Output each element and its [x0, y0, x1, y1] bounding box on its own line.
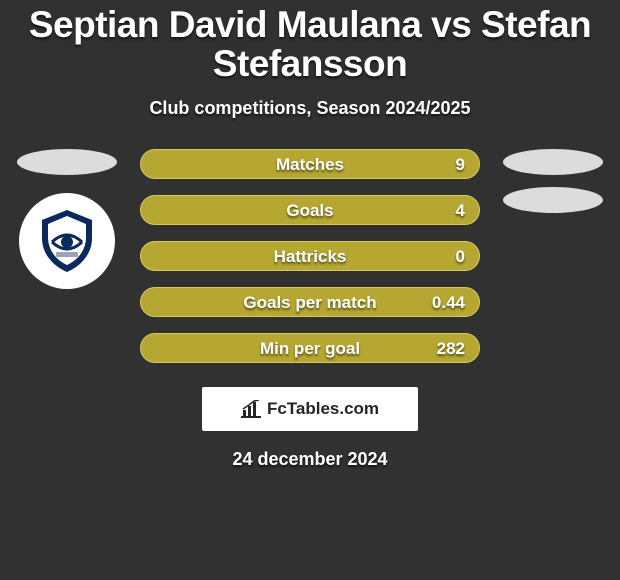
- stat-bar-value: 4: [456, 196, 465, 226]
- stat-bar-label: Goals: [286, 201, 333, 220]
- club-badge-icon: [30, 204, 104, 278]
- left-player-column: [12, 149, 122, 289]
- stat-bar-label: Matches: [276, 155, 344, 174]
- stat-bar: Hattricks 0: [140, 241, 480, 271]
- brand-footer: FcTables.com: [202, 387, 418, 431]
- club-badge: [19, 193, 115, 289]
- subtitle: Club competitions, Season 2024/2025: [0, 98, 620, 119]
- comparison-main: Matches 9 Goals 4 Hattricks 0 Goals per match 0…: [0, 149, 620, 363]
- stat-bar-label: Hattricks: [274, 247, 347, 266]
- stat-bar-value: 0: [456, 242, 465, 272]
- stat-bar-value: 282: [437, 334, 465, 364]
- stat-bars: Matches 9 Goals 4 Hattricks 0 Goals per match 0…: [140, 149, 480, 363]
- stat-bar: Goals 4: [140, 195, 480, 225]
- stat-bar-value: 0.44: [432, 288, 465, 318]
- placeholder-ellipse: [503, 187, 603, 213]
- stat-bar-value: 9: [456, 150, 465, 180]
- right-player-column: [498, 149, 608, 213]
- stat-bar-label: Goals per match: [243, 293, 376, 312]
- stat-bar: Goals per match 0.44: [140, 287, 480, 317]
- chart-icon: [241, 400, 261, 418]
- stat-bar: Matches 9: [140, 149, 480, 179]
- page-title: Septian David Maulana vs Stefan Stefanss…: [0, 0, 620, 84]
- placeholder-ellipse: [503, 149, 603, 175]
- stat-bar-label: Min per goal: [260, 339, 360, 358]
- stat-bar: Min per goal 282: [140, 333, 480, 363]
- brand-label: FcTables.com: [267, 399, 379, 419]
- placeholder-ellipse: [17, 149, 117, 175]
- date-label: 24 december 2024: [0, 449, 620, 470]
